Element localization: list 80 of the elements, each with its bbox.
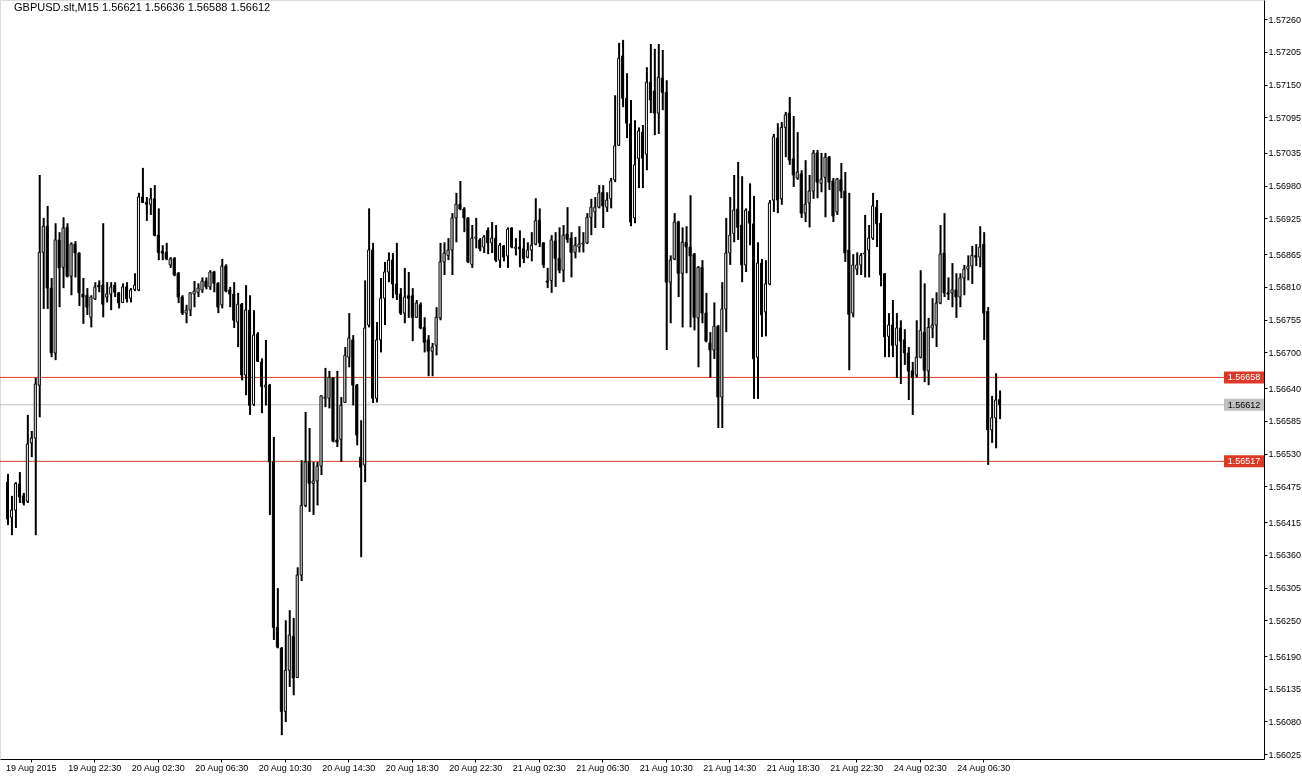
candlestick xyxy=(125,281,129,304)
x-tick-label: 20 Aug 14:30 xyxy=(322,762,376,773)
candlestick xyxy=(553,231,557,288)
y-tick-label: 1.56475 xyxy=(1268,481,1302,492)
y-tick-label: 1.56305 xyxy=(1268,583,1302,594)
y-tick-label: 1.56925 xyxy=(1268,213,1302,224)
x-tick-label: 20 Aug 10:30 xyxy=(258,762,312,773)
candlestick xyxy=(406,271,410,319)
candlestick xyxy=(144,196,148,222)
candlestick xyxy=(950,262,954,309)
candlestick xyxy=(192,279,196,309)
y-tick-label: 1.56755 xyxy=(1268,315,1302,326)
candlestick xyxy=(208,269,212,291)
candlestick xyxy=(105,281,109,304)
x-tick-label: 21 Aug 10:30 xyxy=(639,762,693,773)
y-tick-label: 1.57035 xyxy=(1268,148,1302,159)
candlestick xyxy=(894,312,898,380)
candlestick xyxy=(890,299,894,359)
candlestick xyxy=(998,389,1002,421)
candlestick xyxy=(815,149,819,200)
candlestick xyxy=(486,226,490,256)
chart-title: GBPUSD.slt,M15 1.56621 1.56636 1.56588 1.56612 xyxy=(14,1,271,13)
y-tick-label: 1.56530 xyxy=(1268,449,1302,460)
y-tick-label: 1.56415 xyxy=(1268,517,1302,528)
x-tick-label: 24 Aug 02:30 xyxy=(893,762,947,773)
x-tick-label: 19 Aug 2015 xyxy=(6,762,57,773)
candlestick xyxy=(311,460,315,516)
candlestick xyxy=(684,225,688,275)
y-tick-label: 1.56585 xyxy=(1268,416,1302,427)
candlestick xyxy=(803,159,807,224)
candlestick xyxy=(498,241,502,269)
y-tick-label: 1.56640 xyxy=(1268,383,1302,394)
y-tick-label: 1.57205 xyxy=(1268,47,1302,58)
candlestick xyxy=(390,252,394,300)
y-tick-label: 1.56865 xyxy=(1268,249,1302,260)
candlestick xyxy=(688,194,692,329)
y-tick-label: 1.56190 xyxy=(1268,651,1302,662)
x-tick-label: 20 Aug 02:30 xyxy=(131,762,185,773)
y-tick-label: 1.56080 xyxy=(1268,717,1302,727)
candlestick xyxy=(863,213,867,279)
x-tick-label: 20 Aug 18:30 xyxy=(385,762,439,773)
candlestick xyxy=(577,225,581,254)
candlestick xyxy=(601,184,605,229)
candlestick xyxy=(109,281,113,312)
x-tick-label: 21 Aug 22:30 xyxy=(830,762,884,773)
candlestick xyxy=(970,244,974,285)
y-tick-label: 1.56810 xyxy=(1268,282,1302,293)
x-tick-label: 21 Aug 14:30 xyxy=(703,762,757,773)
candlestick xyxy=(517,229,521,269)
candlestick xyxy=(898,319,902,385)
ref-line-label: 1.56658 xyxy=(1227,372,1261,383)
x-tick-label: 19 Aug 22:30 xyxy=(68,762,122,773)
y-tick-label: 1.57150 xyxy=(1268,80,1302,91)
y-tick-label: 1.56250 xyxy=(1268,615,1302,626)
candlestick xyxy=(494,224,498,263)
x-tick-label: 21 Aug 18:30 xyxy=(766,762,820,773)
y-tick-label: 1.56360 xyxy=(1268,550,1302,561)
ref-line-label: 1.56517 xyxy=(1227,456,1261,467)
x-tick-label: 20 Aug 22:30 xyxy=(449,762,503,773)
candlestick xyxy=(652,47,656,137)
x-tick-label: 24 Aug 06:30 xyxy=(957,762,1011,773)
x-tick-label: 20 Aug 06:30 xyxy=(195,762,249,773)
candlestick xyxy=(994,372,998,450)
y-tick-label: 1.56025 xyxy=(1268,749,1302,760)
x-tick-label: 21 Aug 02:30 xyxy=(512,762,566,773)
y-tick-label: 1.56700 xyxy=(1268,347,1302,358)
candlestick xyxy=(402,266,406,325)
y-tick-label: 1.57095 xyxy=(1268,112,1302,123)
y-tick-label: 1.56135 xyxy=(1268,684,1302,695)
candlestick xyxy=(974,243,978,268)
candlestick xyxy=(121,282,125,304)
ref-line-label: 1.56612 xyxy=(1227,399,1261,410)
x-tick-label: 21 Aug 06:30 xyxy=(576,762,630,773)
candlestick xyxy=(307,427,311,513)
candlestick xyxy=(859,252,863,277)
candlestick xyxy=(101,222,105,319)
candlestick xyxy=(593,196,597,229)
y-tick-label: 1.57260 xyxy=(1268,14,1302,25)
y-tick-label: 1.56980 xyxy=(1268,181,1302,192)
candlestick xyxy=(823,151,827,219)
